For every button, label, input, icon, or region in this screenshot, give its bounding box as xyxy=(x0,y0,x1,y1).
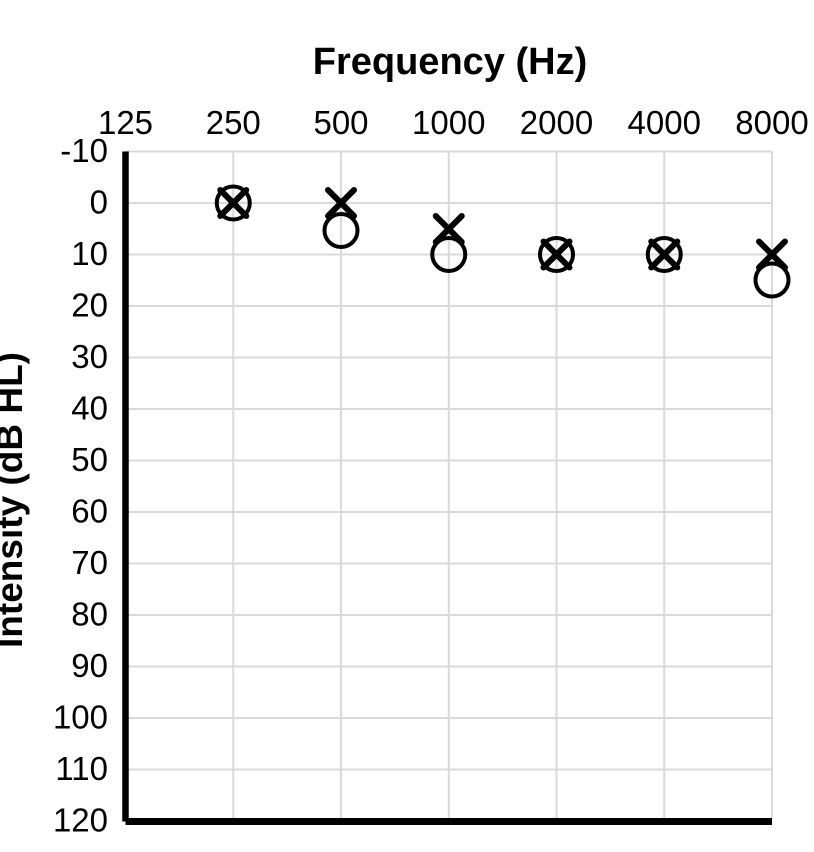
svg-text:2000: 2000 xyxy=(520,104,593,141)
svg-text:20: 20 xyxy=(71,287,108,324)
svg-text:10: 10 xyxy=(71,235,108,272)
svg-text:100: 100 xyxy=(53,699,108,736)
svg-text:70: 70 xyxy=(71,544,108,581)
svg-text:1000: 1000 xyxy=(412,104,485,141)
svg-text:500: 500 xyxy=(313,104,368,141)
svg-text:4000: 4000 xyxy=(628,104,701,141)
svg-text:Intensity (dB HL): Intensity (dB HL) xyxy=(0,352,30,648)
svg-text:110: 110 xyxy=(55,750,108,787)
svg-text:90: 90 xyxy=(71,647,108,684)
svg-text:80: 80 xyxy=(71,596,108,633)
svg-text:50: 50 xyxy=(71,441,108,478)
svg-text:-10: -10 xyxy=(60,132,108,169)
svg-text:120: 120 xyxy=(53,802,108,839)
svg-text:250: 250 xyxy=(206,104,261,141)
svg-text:0: 0 xyxy=(90,184,108,221)
svg-text:8000: 8000 xyxy=(735,104,808,141)
svg-text:60: 60 xyxy=(71,493,108,530)
svg-text:40: 40 xyxy=(71,390,108,427)
svg-text:Frequency (Hz): Frequency (Hz) xyxy=(313,41,587,83)
svg-text:30: 30 xyxy=(71,338,108,375)
